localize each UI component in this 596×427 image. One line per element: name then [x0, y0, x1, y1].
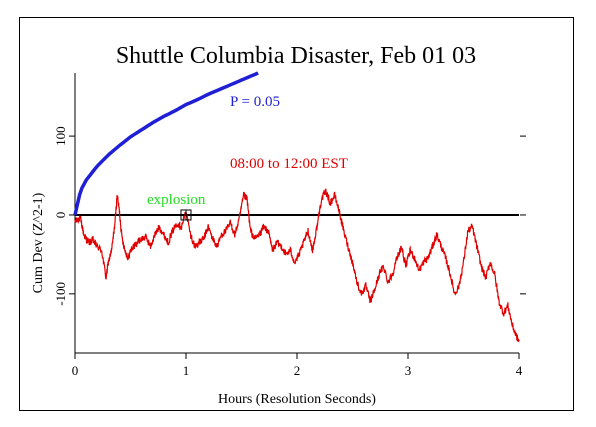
y-tick-label: 0 — [53, 212, 68, 219]
time-range-label: 08:00 to 12:00 EST — [230, 156, 348, 172]
x-axis-label: Hours (Resolution Seconds) — [218, 392, 376, 407]
probability-curve — [73, 71, 259, 216]
event-marker — [180, 209, 192, 221]
axes — [74, 73, 519, 354]
x-tick-label: 2 — [294, 363, 301, 378]
x-tick-label: 0 — [72, 363, 79, 378]
y-tick-label: -100 — [53, 282, 68, 306]
axis-ticks: 0 1 2 3 4 -100 0 100 — [53, 126, 526, 378]
x-tick-label: 4 — [516, 363, 523, 378]
chart-title: Shuttle Columbia Disaster, Feb 01 03 — [116, 43, 476, 69]
event-label: explosion — [147, 192, 206, 208]
y-tick-label: 100 — [53, 126, 68, 146]
x-tick-label: 3 — [405, 363, 412, 378]
x-tick-label: 1 — [183, 363, 190, 378]
plot-area — [75, 73, 519, 353]
probability-label: P = 0.05 — [230, 94, 280, 110]
chart-frame — [19, 17, 574, 411]
series-line-cumdev — [74, 188, 520, 342]
y-axis-label: Cum Dev (Z^2-1) — [31, 192, 46, 293]
